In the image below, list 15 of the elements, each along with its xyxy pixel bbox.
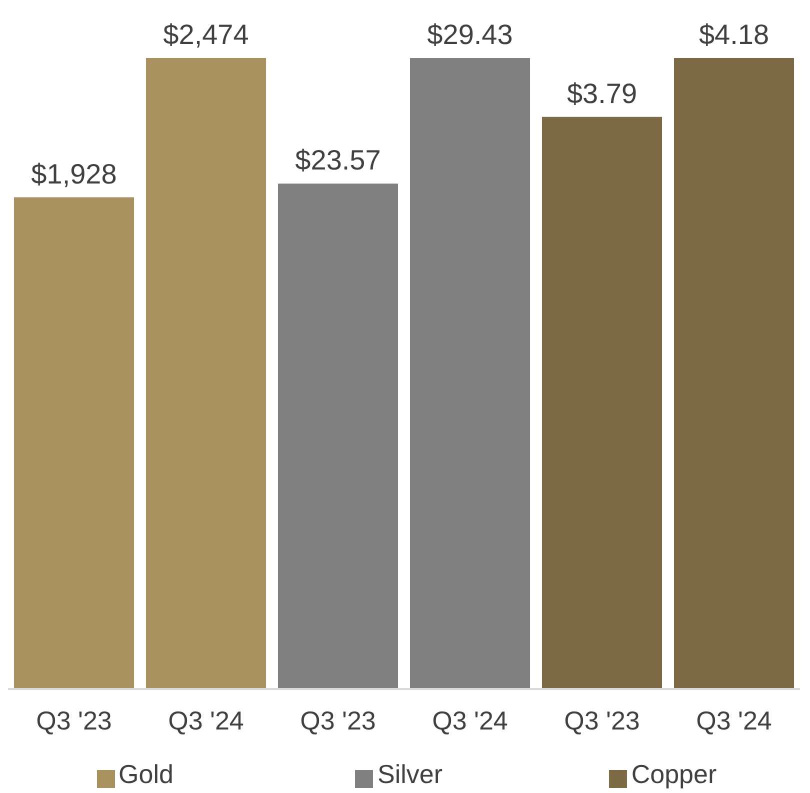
legend-label: Silver [377, 759, 442, 789]
x-tick-label: Q3 '23 [300, 705, 376, 736]
data-label: $2,474 [163, 19, 249, 50]
legend-label: Copper [631, 759, 717, 789]
x-tick-label: Q3 '24 [696, 705, 772, 736]
x-tick-label: Q3 '24 [432, 705, 508, 736]
x-tick-label: Q3 '24 [168, 705, 244, 736]
x-tick-label: Q3 '23 [36, 705, 112, 736]
data-label: $3.79 [566, 78, 638, 109]
legend-label: Gold [118, 759, 174, 789]
data-label: $1,928 [31, 158, 117, 190]
data-label: $29.43 [427, 19, 513, 50]
data-label: $4.18 [698, 19, 770, 50]
x-tick-label: Q3 '23 [564, 705, 640, 736]
data-label: $23.57 [295, 144, 381, 176]
